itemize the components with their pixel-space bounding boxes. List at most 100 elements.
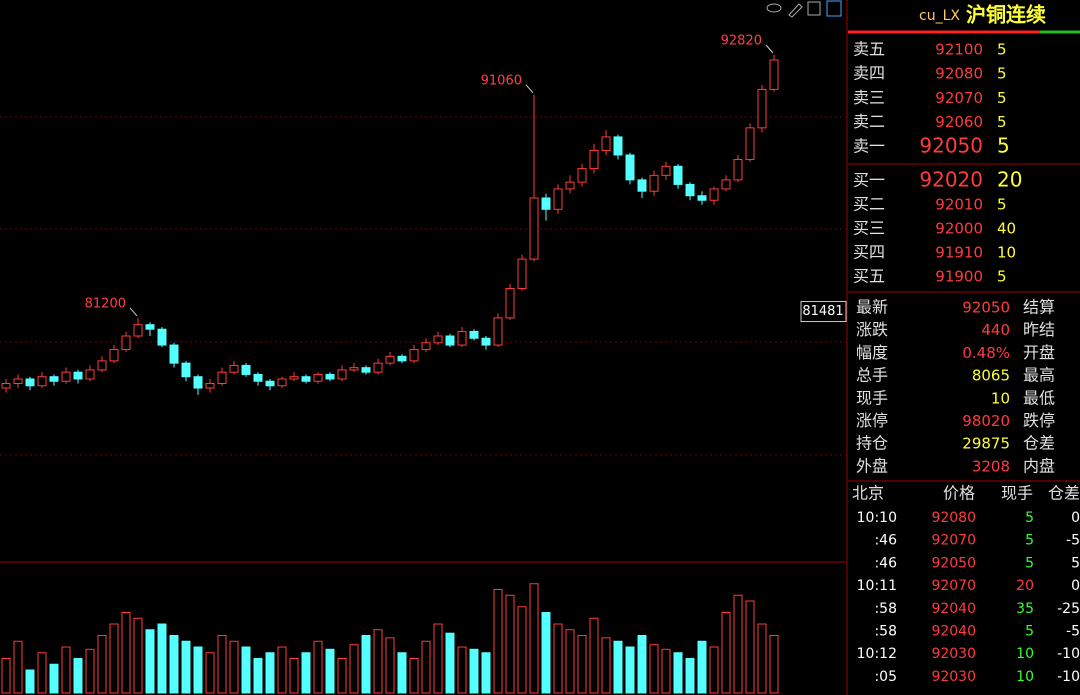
- volume-bar: [577, 635, 587, 694]
- candle-body: [505, 287, 515, 319]
- tick-cell: -5: [1066, 533, 1080, 549]
- candle-body: [697, 195, 707, 201]
- tick-cell: 10: [1016, 669, 1034, 685]
- candle-body: [97, 360, 107, 371]
- stat-value: 29875: [962, 435, 1010, 453]
- candle-body: [385, 355, 395, 364]
- tick-cell: -10: [1057, 646, 1080, 662]
- candle-body: [133, 324, 143, 337]
- volume-bar: [613, 640, 623, 694]
- book-qty: 5: [997, 268, 1007, 286]
- panel-icon[interactable]: [826, 0, 842, 17]
- candle-body: [445, 335, 455, 346]
- volume-bar: [277, 646, 287, 694]
- candle-body: [517, 258, 527, 289]
- candle-body: [769, 59, 779, 90]
- book-price: 92020: [919, 168, 983, 192]
- volume-bar: [469, 648, 479, 694]
- candle-body: [733, 159, 743, 181]
- candle-body: [217, 371, 227, 385]
- candle-body: [421, 342, 431, 351]
- high-arrow: [525, 84, 534, 94]
- volume-bar: [361, 635, 371, 694]
- volume-bar: [205, 652, 215, 694]
- candle-body: [529, 197, 539, 260]
- eye-icon[interactable]: [766, 3, 782, 13]
- candle-body: [625, 154, 635, 181]
- volume-bar: [589, 617, 599, 694]
- volume-bar: [433, 623, 443, 694]
- candle-body: [685, 183, 695, 197]
- book-label: 卖二: [853, 112, 885, 131]
- stat-label: 涨停: [856, 411, 888, 430]
- volume-bar: [673, 652, 683, 694]
- grid-icon[interactable]: [807, 1, 821, 16]
- tick-cell: :46: [874, 533, 897, 549]
- candle-body: [721, 179, 731, 190]
- volume-bar: [709, 646, 719, 694]
- stat-value: 440: [981, 321, 1010, 339]
- volume-bar: [157, 623, 167, 694]
- tick-cell: :58: [874, 601, 897, 617]
- book-label: 卖一: [853, 136, 885, 155]
- high-label: 92820: [721, 34, 762, 49]
- book-qty: 10: [997, 244, 1016, 262]
- ticks-header: 价格: [943, 484, 975, 503]
- volume-bar: [121, 612, 131, 694]
- volume-bar: [97, 635, 107, 694]
- book-label: 买一: [853, 171, 885, 190]
- candle-body: [481, 337, 491, 346]
- volume-bar: [421, 640, 431, 694]
- volume-bar: [109, 623, 119, 694]
- book-label: 卖四: [853, 64, 885, 83]
- book-label: 卖五: [853, 40, 885, 59]
- candle-body: [589, 149, 599, 170]
- volume-bar: [757, 623, 767, 694]
- high-arrow: [765, 44, 774, 54]
- candle-body: [361, 367, 371, 373]
- stat-label: 昨结: [1023, 320, 1055, 339]
- stat-label: 持仓: [856, 434, 888, 453]
- toolbar[interactable]: [766, 0, 842, 18]
- candle-body: [373, 362, 383, 373]
- book-qty: 5: [997, 113, 1007, 131]
- grid: [0, 116, 846, 456]
- volume-bar: [745, 600, 755, 694]
- cursor-box: [800, 301, 847, 323]
- tick-cell: :58: [874, 624, 897, 640]
- tick-cell: 0: [1071, 510, 1080, 526]
- symbol: cu_LX: [919, 8, 960, 24]
- volume-bar: [505, 594, 515, 694]
- stat-label: 现手: [856, 388, 888, 407]
- candle-body: [277, 378, 287, 387]
- high-arrow: [129, 307, 138, 317]
- tick-cell: :46: [874, 555, 897, 571]
- candle-body: [13, 378, 23, 385]
- book-price: 92100: [935, 41, 983, 59]
- candle-body: [49, 376, 59, 382]
- book-price: 92070: [935, 89, 983, 107]
- tick-cell: 35: [1016, 601, 1034, 617]
- tick-cell: 5: [1025, 624, 1034, 640]
- book-qty: 5: [997, 89, 1007, 107]
- volume-bar: [229, 640, 239, 694]
- volume-bar: [649, 644, 659, 694]
- volume-bar: [13, 640, 23, 694]
- pencil-icon[interactable]: [788, 3, 803, 18]
- tick-cell: 5: [1025, 533, 1034, 549]
- stat-value: 0.48%: [962, 344, 1010, 362]
- tick-cell: -5: [1066, 624, 1080, 640]
- stat-label: 跌停: [1023, 411, 1055, 430]
- volume-bar: [385, 637, 395, 694]
- tick-cell: 92040: [931, 601, 976, 617]
- volume-bar: [169, 635, 179, 694]
- volume-bar: [253, 658, 263, 694]
- tick-cell: 10: [1016, 646, 1034, 662]
- tick-cell: 92030: [931, 669, 976, 685]
- stat-label: 最高: [1023, 366, 1055, 385]
- candle-body: [433, 335, 443, 344]
- stat-value: 8065: [972, 367, 1010, 385]
- book-label: 买二: [853, 195, 885, 214]
- candle-body: [637, 179, 647, 192]
- tick-cell: 5: [1025, 555, 1034, 571]
